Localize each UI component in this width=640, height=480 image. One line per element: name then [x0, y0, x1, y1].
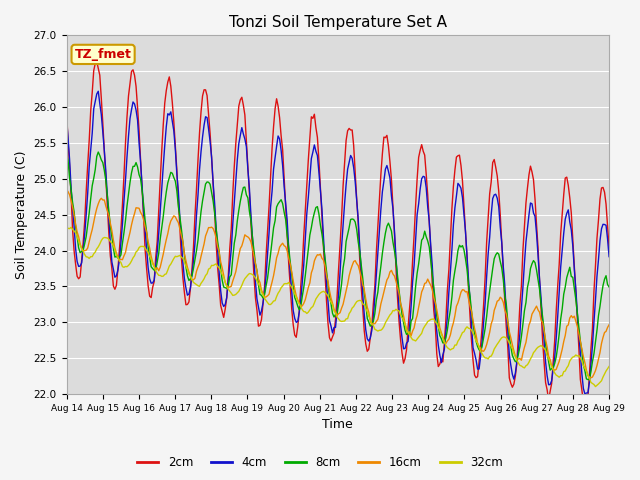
Legend: 2cm, 4cm, 8cm, 16cm, 32cm: 2cm, 4cm, 8cm, 16cm, 32cm [132, 452, 508, 474]
Y-axis label: Soil Temperature (C): Soil Temperature (C) [15, 150, 28, 279]
Text: TZ_fmet: TZ_fmet [75, 48, 132, 61]
Title: Tonzi Soil Temperature Set A: Tonzi Soil Temperature Set A [228, 15, 447, 30]
X-axis label: Time: Time [323, 419, 353, 432]
